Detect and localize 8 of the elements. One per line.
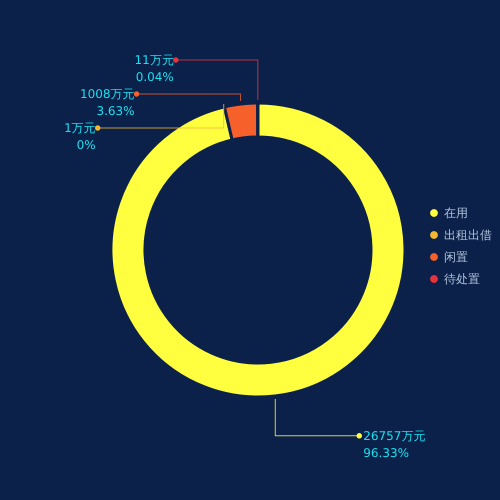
data-label: 26757万元 96.33% — [363, 428, 426, 460]
legend-label: 待处置 — [444, 272, 480, 286]
legend-label: 在用 — [444, 206, 468, 220]
data-label: 11万元 0.04% — [134, 53, 174, 84]
legend-label: 闲置 — [444, 250, 468, 264]
legend-label: 出租出借 — [444, 228, 492, 242]
data-label: 1万元 0% — [64, 121, 96, 152]
data-label: 1008万元 3.63% — [80, 87, 135, 118]
